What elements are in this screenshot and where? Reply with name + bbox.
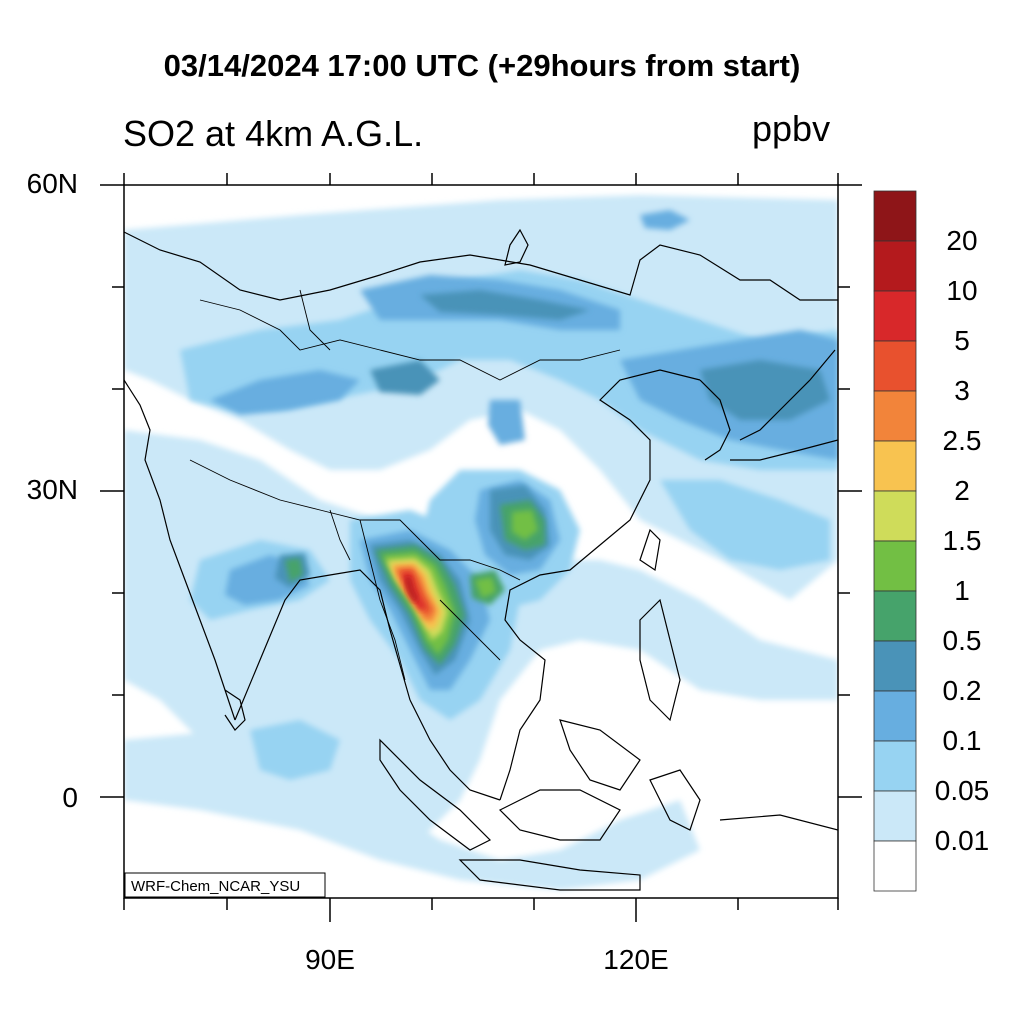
colorbar xyxy=(873,190,917,892)
so2-contour-01 xyxy=(488,400,525,445)
so2-contour-1 xyxy=(475,577,496,598)
colorbar-swatch xyxy=(873,740,917,792)
so2-contour-02 xyxy=(700,360,830,420)
colorbar-label: 1 xyxy=(954,575,970,606)
variable-label: SO2 at 4km A.G.L. xyxy=(123,113,424,154)
country-borders xyxy=(189,289,621,681)
lat-label-60n: 60N xyxy=(26,168,78,199)
so2-contour-05 xyxy=(285,558,303,582)
colorbar-label: 0.01 xyxy=(934,825,990,856)
lat-label-30n: 30N xyxy=(26,474,78,505)
model-label: WRF-Chem_NCAR_YSU xyxy=(131,878,300,895)
colorbar-label: 0.1 xyxy=(942,725,982,756)
colorbar-swatch xyxy=(873,490,917,542)
colorbar-swatch xyxy=(873,590,917,642)
colorbar-label: 3 xyxy=(954,375,970,406)
axis-ticks xyxy=(100,173,862,922)
so2-contour-001 xyxy=(124,195,838,600)
map-title: 03/14/2024 17:00 UTC (+29hours from star… xyxy=(163,48,801,83)
lat-label-0: 0 xyxy=(62,782,78,813)
so2-contour-1 xyxy=(512,510,538,540)
units-label: ppbv xyxy=(752,108,831,149)
colorbar-swatch xyxy=(873,340,917,392)
colorbar-label: 0.2 xyxy=(942,675,982,706)
so2-contour-005 xyxy=(660,480,830,570)
so2-contour-01 xyxy=(210,370,360,415)
colorbar-label: 1.5 xyxy=(942,525,982,556)
map-frame xyxy=(123,184,839,899)
coastlines xyxy=(124,228,838,891)
colorbar-swatch xyxy=(873,440,917,492)
colorbar-swatch xyxy=(873,240,917,292)
colorbar-swatch xyxy=(873,640,917,692)
lon-label-120e: 120E xyxy=(603,944,669,975)
so2-contour-005 xyxy=(180,270,838,470)
colorbar-swatch xyxy=(873,290,917,342)
colorbar-label: 0.5 xyxy=(942,625,982,656)
colorbar-swatch xyxy=(873,790,917,842)
colorbar-swatch xyxy=(873,190,917,242)
colorbar-label: 20 xyxy=(946,225,978,256)
colorbar-label: 2.5 xyxy=(942,425,982,456)
so2-contour-005 xyxy=(250,720,340,780)
colorbar-label: 2 xyxy=(954,475,970,506)
so2-field xyxy=(124,185,838,898)
so2-contour-01 xyxy=(640,210,690,230)
colorbar-swatch xyxy=(873,690,917,742)
colorbar-swatch xyxy=(873,840,917,892)
model-label-box xyxy=(124,872,326,898)
colorbar-label: 5 xyxy=(954,325,970,356)
so2-contour-10 xyxy=(405,577,418,602)
colorbar-label: 0.05 xyxy=(934,775,990,806)
so2-contour-02 xyxy=(370,360,440,395)
colorbar-swatch xyxy=(873,540,917,592)
colorbar-swatch xyxy=(873,390,917,442)
colorbar-label: 10 xyxy=(946,275,978,306)
so2-contour-02 xyxy=(420,290,590,320)
lon-label-90e: 90E xyxy=(305,944,355,975)
